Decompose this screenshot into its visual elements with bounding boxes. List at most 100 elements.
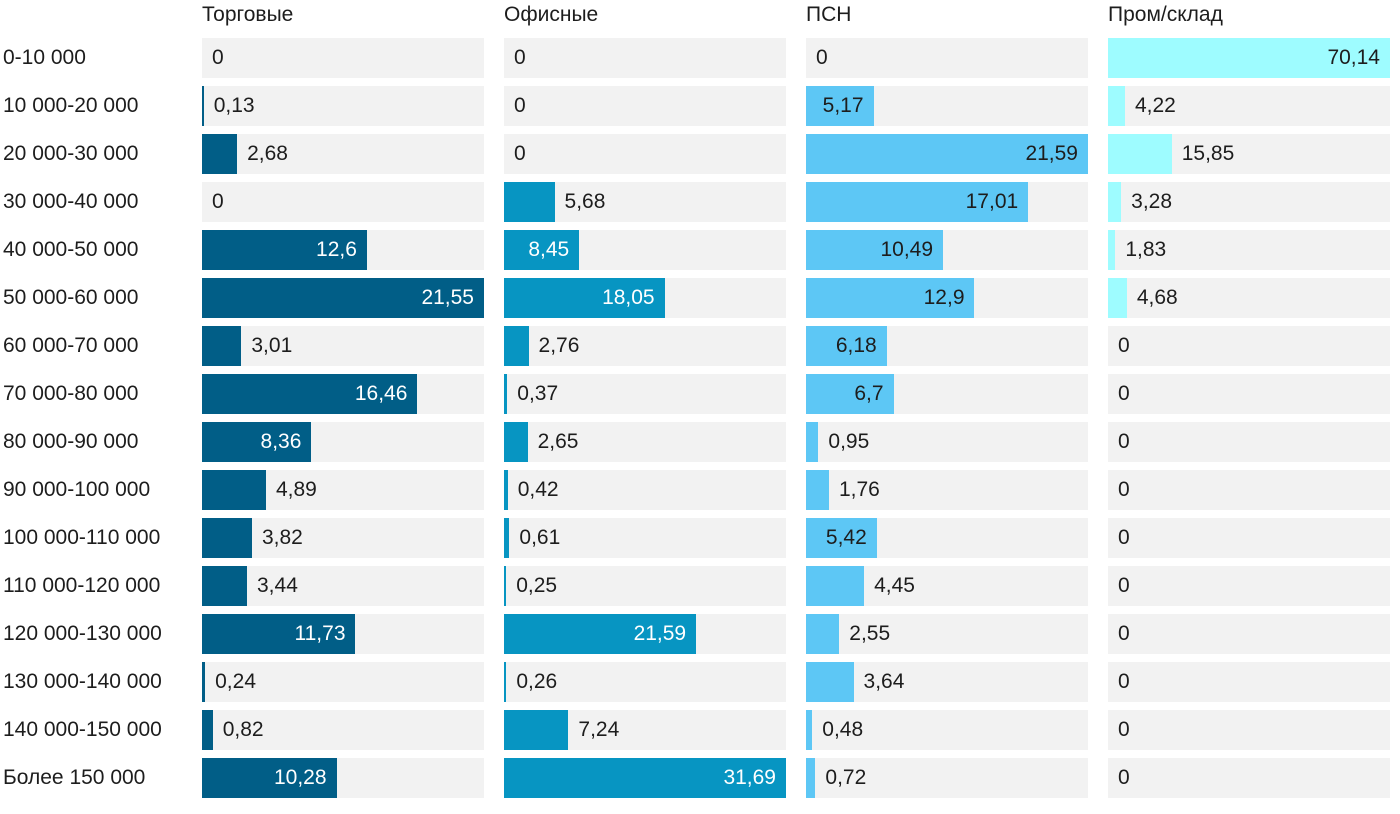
value-label: 11,73 bbox=[294, 622, 346, 645]
value-label: 21,55 bbox=[421, 286, 474, 309]
category-label: 90 000-100 000 bbox=[3, 478, 151, 501]
value-label: 0 bbox=[514, 46, 526, 69]
bar-track: 0 bbox=[1108, 710, 1390, 750]
value-label: 5,68 bbox=[564, 190, 606, 213]
bar bbox=[806, 182, 1029, 222]
bar-track: 0 bbox=[1108, 422, 1390, 462]
bar-track: 1,83 bbox=[1108, 230, 1390, 270]
bar-track: 0 bbox=[504, 38, 786, 78]
bar bbox=[202, 758, 337, 798]
bar bbox=[806, 710, 813, 750]
bar-track: 2,65 bbox=[504, 422, 786, 462]
value-label: 7,24 bbox=[578, 718, 620, 741]
bar-track: 21,55 bbox=[202, 278, 484, 318]
bar bbox=[806, 566, 865, 606]
bar bbox=[806, 134, 1088, 174]
value-label: 4,89 bbox=[275, 478, 317, 501]
bar bbox=[1108, 38, 1390, 78]
bar-track: 0,48 bbox=[806, 710, 1088, 750]
value-label: 0,26 bbox=[516, 670, 558, 693]
bar-track: 0 bbox=[202, 38, 484, 78]
value-label: 0,42 bbox=[517, 478, 559, 501]
category-label: 120 000-130 000 bbox=[3, 622, 162, 645]
bar bbox=[202, 326, 242, 366]
value-label: 12,9 bbox=[923, 286, 965, 309]
value-label: 0 bbox=[1118, 526, 1130, 549]
bar bbox=[806, 278, 975, 318]
bar bbox=[1108, 278, 1127, 318]
value-label: 0 bbox=[1118, 574, 1130, 597]
bar bbox=[202, 470, 266, 510]
bar-track: 6,7 bbox=[806, 374, 1088, 414]
value-label: 0,82 bbox=[222, 718, 264, 741]
bar-track: 4,68 bbox=[1108, 278, 1390, 318]
value-label: 2,55 bbox=[849, 622, 891, 645]
bar-track: 12,9 bbox=[806, 278, 1088, 318]
value-label: 3,44 bbox=[257, 574, 298, 597]
value-label: 10,49 bbox=[880, 238, 934, 261]
bar-track: 70,14 bbox=[1108, 38, 1390, 78]
value-label: 4,68 bbox=[1136, 286, 1178, 309]
value-label: 0,72 bbox=[825, 766, 867, 789]
bar-track: 5,68 bbox=[504, 182, 786, 222]
category-label: 140 000-150 000 bbox=[3, 718, 162, 741]
bar bbox=[806, 422, 819, 462]
value-label: 18,05 bbox=[602, 286, 655, 309]
bar-track: 2,68 bbox=[202, 134, 484, 174]
series-header: ПСН bbox=[806, 3, 852, 26]
bar-track: 6,18 bbox=[806, 326, 1088, 366]
bar-track: 0,82 bbox=[202, 710, 484, 750]
bar bbox=[202, 86, 204, 126]
bar-track: 0 bbox=[1108, 326, 1390, 366]
bar-track: 4,22 bbox=[1108, 86, 1390, 126]
value-label: 2,65 bbox=[537, 430, 579, 453]
bar bbox=[202, 230, 367, 270]
bar-track: 4,45 bbox=[806, 566, 1088, 606]
value-label: 16,46 bbox=[354, 382, 408, 405]
category-label: 60 000-70 000 bbox=[3, 334, 139, 357]
bar-track: 0,37 bbox=[504, 374, 786, 414]
bar-track: 3,01 bbox=[202, 326, 484, 366]
bar-track: 5,17 bbox=[806, 86, 1088, 126]
value-label: 6,7 bbox=[854, 382, 884, 405]
bar bbox=[504, 566, 507, 606]
bar bbox=[806, 230, 944, 270]
bar-track: 0,61 bbox=[504, 518, 786, 558]
value-label: 8,45 bbox=[528, 238, 570, 261]
bar bbox=[806, 614, 840, 654]
value-label: 2,68 bbox=[247, 142, 288, 165]
bar bbox=[202, 278, 484, 318]
bar-track: 17,01 bbox=[806, 182, 1088, 222]
value-label: 3,01 bbox=[251, 334, 293, 357]
bar-track: 21,59 bbox=[806, 134, 1088, 174]
bar bbox=[504, 470, 508, 510]
category-label: 50 000-60 000 bbox=[3, 286, 139, 309]
bar bbox=[202, 422, 312, 462]
value-label: 21,59 bbox=[1025, 142, 1078, 165]
bar-track: 2,76 bbox=[504, 326, 786, 366]
value-label: 17,01 bbox=[965, 190, 1019, 213]
value-label: 0 bbox=[1118, 622, 1130, 645]
value-label: 8,36 bbox=[260, 430, 302, 453]
value-label: 4,45 bbox=[874, 574, 915, 597]
value-label: 0 bbox=[1118, 718, 1130, 741]
value-label: 0 bbox=[1118, 766, 1130, 789]
value-label: 0 bbox=[1118, 430, 1130, 453]
value-label: 0 bbox=[212, 190, 224, 213]
bar-track: 0 bbox=[1108, 758, 1390, 798]
bar bbox=[806, 374, 894, 414]
bar bbox=[806, 518, 877, 558]
bar bbox=[202, 710, 213, 750]
bar bbox=[1108, 86, 1125, 126]
bar-track: 0 bbox=[1108, 374, 1390, 414]
bar bbox=[202, 566, 247, 606]
value-label: 15,85 bbox=[1181, 142, 1235, 165]
bar bbox=[202, 662, 206, 702]
category-label: 0-10 000 bbox=[3, 46, 86, 69]
series-header: Офисные bbox=[504, 3, 599, 26]
bar-track: 3,82 bbox=[202, 518, 484, 558]
bar bbox=[1108, 230, 1116, 270]
bar-track: 0,13 bbox=[202, 86, 484, 126]
value-label: 21,59 bbox=[633, 622, 687, 645]
bar bbox=[806, 470, 829, 510]
